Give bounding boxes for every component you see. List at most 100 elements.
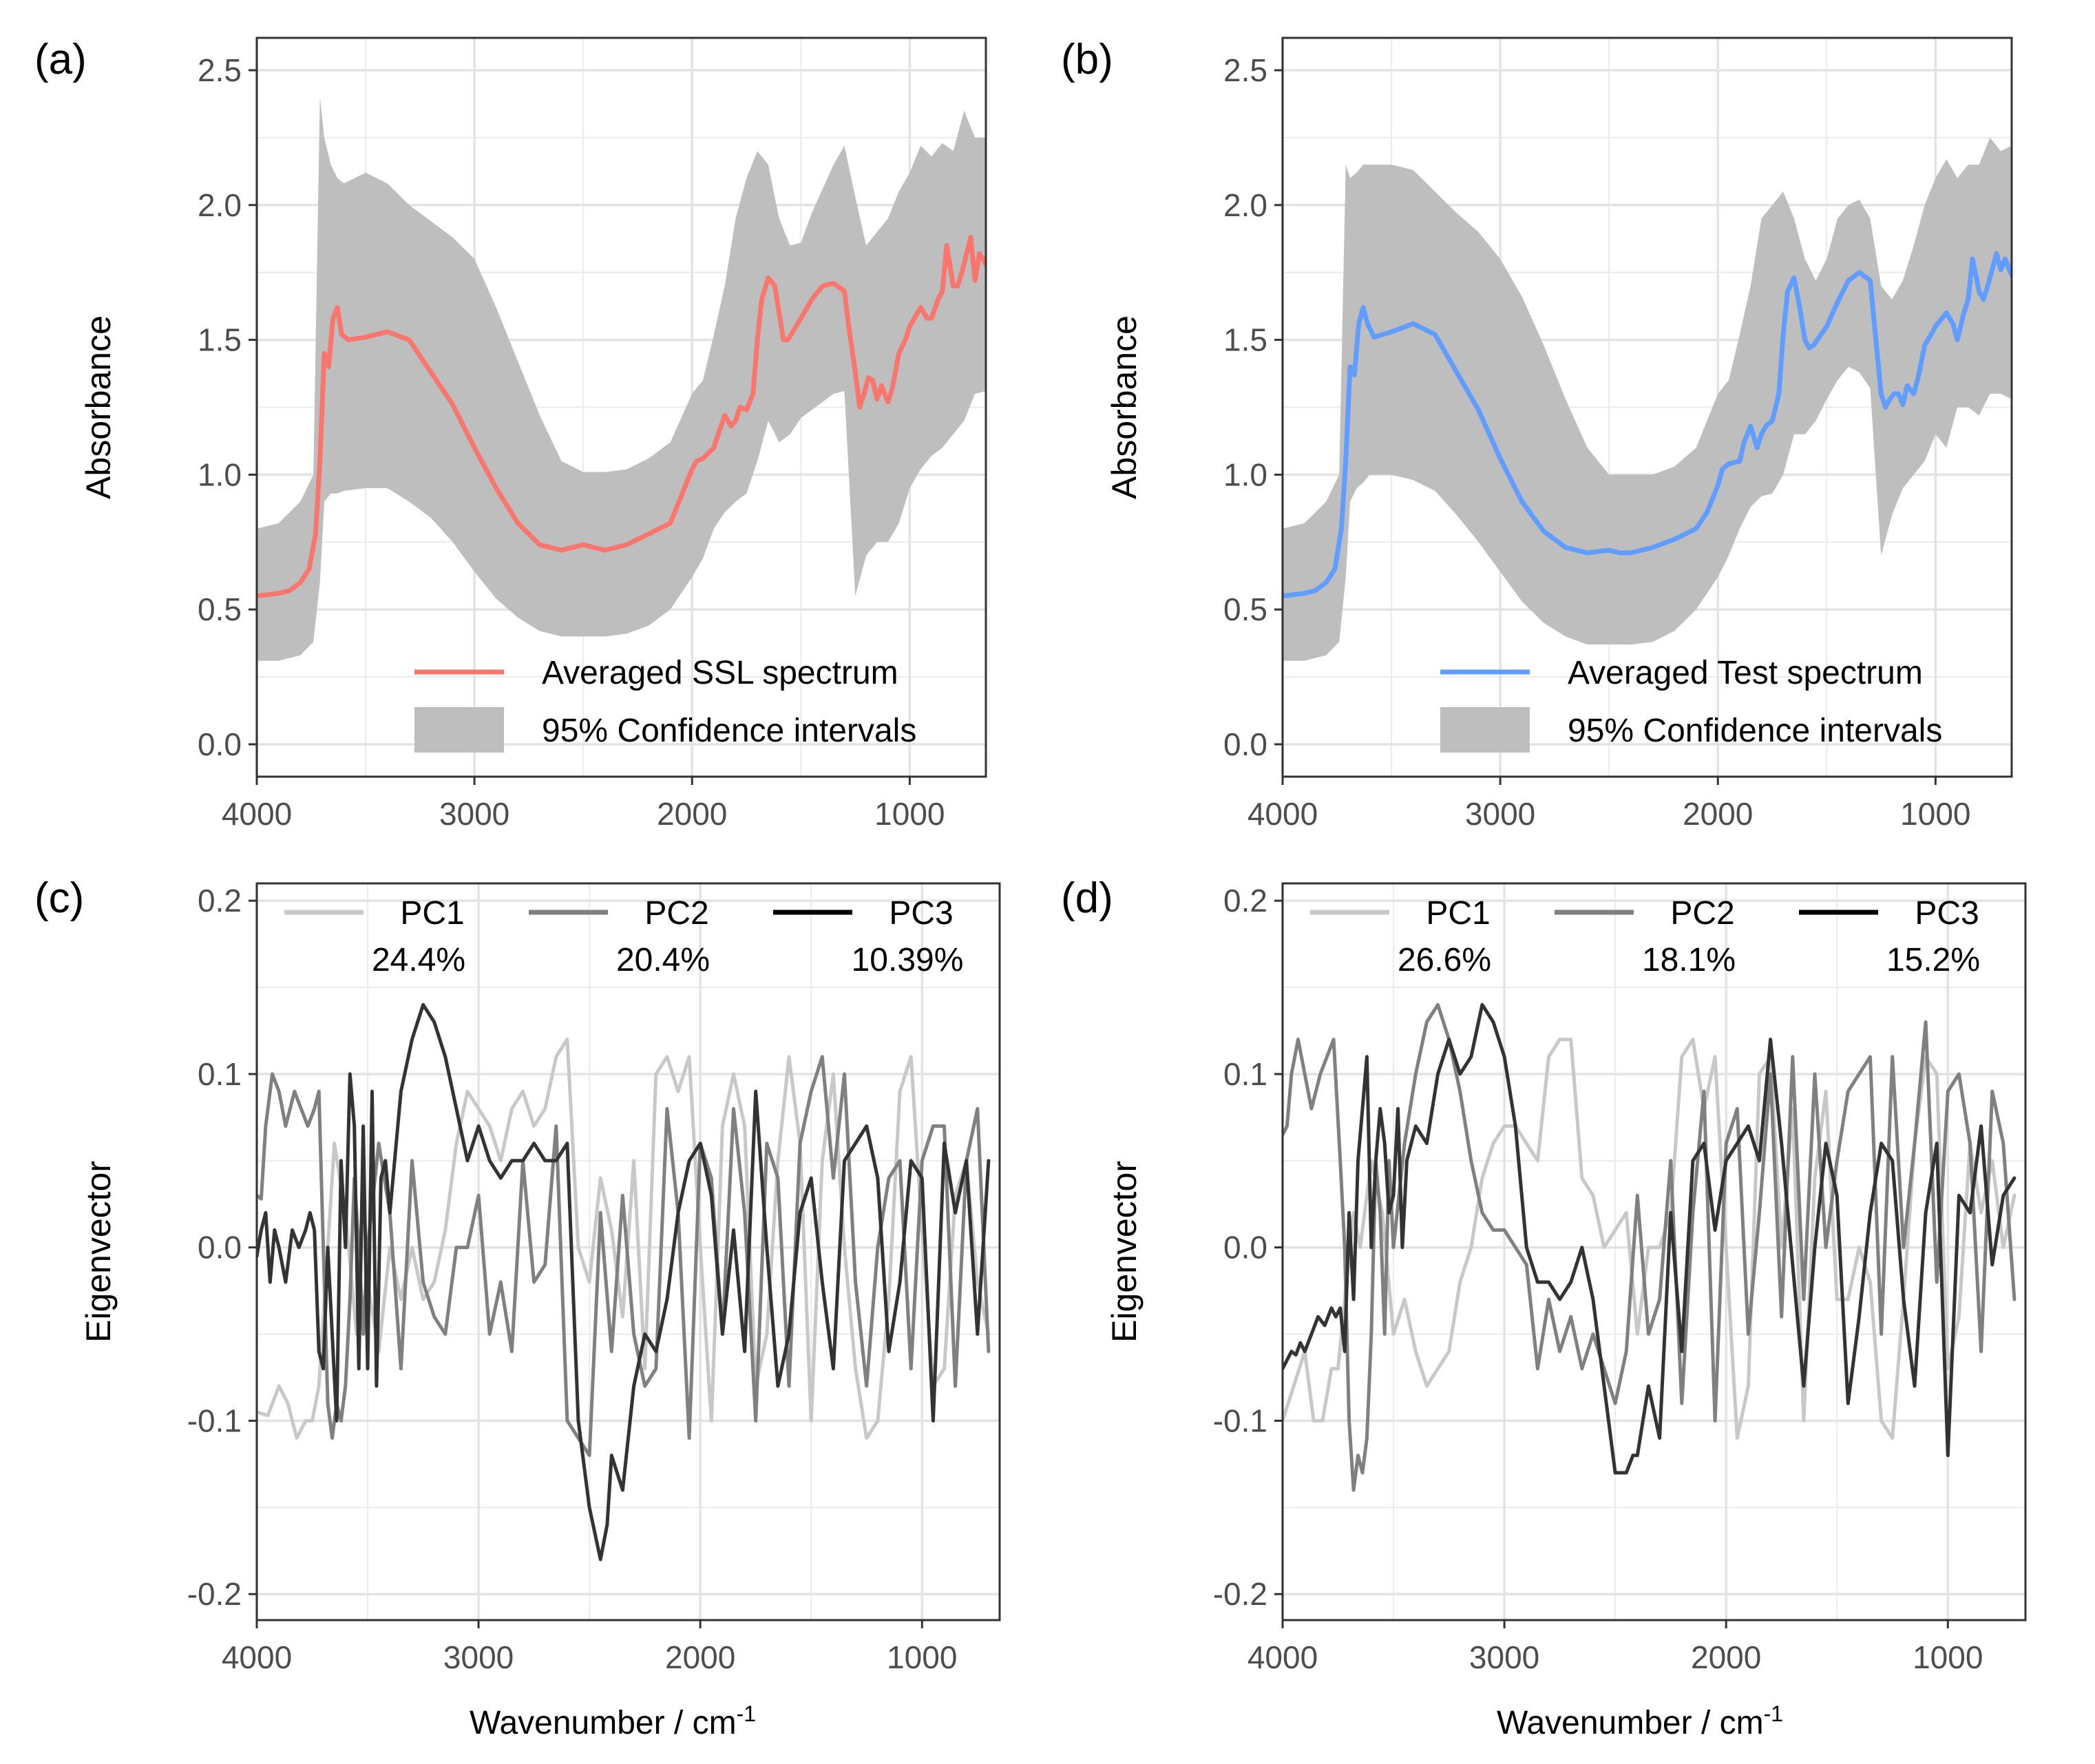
y-tick-label: 0.1 [1223, 1056, 1267, 1092]
legend-item: Averaged SSL spectrum [414, 655, 898, 691]
y-tick-label: 0.2 [198, 883, 242, 918]
legend-sublabel: 24.4% [372, 942, 465, 978]
panel-b: 0.0 0.5 1.0 1.5 2.0 2.5 4000 3000 2000 1000 Absorb… [1061, 36, 2013, 832]
data-layer [257, 97, 986, 661]
x-axis-title-right: Wavenumber / cm-1 [1497, 1701, 1783, 1741]
panel-border [255, 36, 987, 778]
legend-label: PC3 [889, 895, 953, 932]
panel-border [1281, 36, 2013, 778]
legend-item: PC1 24.4% [284, 895, 465, 978]
data-layer [257, 1002, 991, 1562]
legend-item: PC1 26.6% [1310, 895, 1491, 978]
legend-item: 95% Confidence intervals [1440, 707, 1942, 753]
series-line-averaged-ssl-spectrum [257, 235, 986, 599]
axis-ticks: -0.2 -0.1 0.0 0.1 0.2 4000 3000 2000 1000 [1213, 883, 1983, 1675]
y-tick-label: 2.0 [1223, 187, 1267, 223]
y-tick-label: 1.5 [198, 322, 242, 358]
y-tick-label: 0.0 [1223, 726, 1267, 762]
plot-area [1283, 883, 2025, 1620]
x-tick-label: 2000 [1691, 1639, 1761, 1675]
x-tick-label: 2000 [1683, 796, 1753, 832]
legend-label: 95% Confidence intervals [1568, 713, 1942, 749]
x-tick-label: 4000 [222, 1639, 292, 1675]
y-axis-title: Eigenvector [1105, 1161, 1144, 1343]
x-tick-label: 2000 [657, 796, 727, 832]
legend: PC1 26.6% PC2 18.1% PC3 15.2% [1310, 895, 1980, 978]
confidence-band [1283, 137, 2012, 661]
y-tick-label: 0.5 [198, 591, 242, 627]
panel-label: (d) [1061, 874, 1113, 922]
data-layer [1283, 1002, 2017, 1492]
y-tick-label: 2.5 [198, 52, 242, 88]
axis-ticks: 0.0 0.5 1.0 1.5 2.0 2.5 4000 3000 2000 1000 [198, 52, 945, 832]
y-axis-title: Absorbance [1105, 315, 1144, 499]
y-tick-label: 1.0 [198, 456, 242, 492]
legend-sublabel: 20.4% [616, 942, 710, 978]
confidence-band [257, 97, 986, 661]
y-tick-label: 1.0 [1223, 456, 1267, 492]
legend-item: 95% Confidence intervals [414, 707, 916, 753]
y-tick-label: 0.5 [1223, 591, 1267, 627]
legend-key-band [1440, 707, 1530, 753]
legend-label: Averaged Test spectrum [1568, 655, 1923, 691]
x-tick-label: 4000 [222, 796, 292, 832]
legend-label: PC3 [1915, 895, 1979, 932]
x-tick-label: 1000 [1900, 796, 1970, 832]
series-line-averaged-test-spectrum [1283, 251, 2012, 599]
legend-label: 95% Confidence intervals [542, 713, 916, 749]
x-tick-label: 1000 [887, 1639, 957, 1675]
x-tick-label: 1000 [874, 796, 945, 832]
legend-label: PC2 [644, 895, 708, 932]
x-tick-label: 4000 [1247, 1639, 1318, 1675]
y-tick-label: 0.0 [198, 1230, 242, 1266]
x-tick-label: 3000 [439, 796, 509, 832]
x-axis-title-left: Wavenumber / cm-1 [470, 1701, 756, 1741]
legend-item: Averaged Test spectrum [1440, 655, 1923, 691]
y-tick-label: -0.2 [187, 1576, 242, 1612]
legend-sublabel: 18.1% [1642, 942, 1736, 978]
legend-item: PC3 10.39% [773, 895, 963, 978]
panels: 0.0 0.5 1.0 1.5 2.0 2.5 4000 3000 2000 1000 Absorb… [34, 36, 2027, 1675]
x-tick-label: 2000 [665, 1639, 735, 1675]
panel-c: -0.2 -0.1 0.0 0.1 0.2 4000 3000 2000 1000 Eigenve… [34, 874, 1001, 1675]
series-line-pc3 [257, 1002, 991, 1562]
y-tick-label: 0.0 [198, 726, 242, 762]
legend-sublabel: 15.2% [1886, 942, 1980, 978]
legend-label: PC1 [1426, 895, 1490, 932]
data-layer [1283, 137, 2012, 661]
legend-label: PC1 [400, 895, 464, 932]
legend-key-band [414, 707, 504, 753]
series-line-pc2 [1283, 1002, 2017, 1492]
axis-ticks: -0.2 -0.1 0.0 0.1 0.2 4000 3000 2000 1000 [187, 883, 958, 1675]
legend-sublabel: 10.39% [852, 942, 964, 978]
y-tick-label: -0.2 [1213, 1576, 1267, 1612]
panel-label: (a) [34, 36, 87, 83]
y-tick-label: 0.2 [1223, 883, 1267, 918]
y-tick-label: 0.0 [1223, 1230, 1267, 1266]
y-tick-label: -0.1 [1213, 1403, 1267, 1438]
legend-item: PC2 18.1% [1555, 895, 1736, 978]
x-tick-label: 4000 [1247, 796, 1318, 832]
legend: Averaged Test spectrum 95% Confidence int… [1440, 655, 1942, 753]
legend: PC1 24.4% PC2 20.4% PC3 10.39% [284, 895, 963, 978]
panel-a: 0.0 0.5 1.0 1.5 2.0 2.5 4000 3000 2000 1000 Absorb… [34, 36, 987, 832]
series-line-pc3 [1283, 1002, 2017, 1475]
panel-border [255, 882, 1001, 1621]
legend-label: PC2 [1670, 895, 1734, 932]
y-tick-label: -0.1 [187, 1403, 242, 1438]
panel-d: -0.2 -0.1 0.0 0.1 0.2 4000 3000 2000 1000 Eigenve… [1061, 874, 2027, 1675]
panel-label: (b) [1061, 36, 1113, 83]
panel-label: (c) [34, 874, 84, 922]
y-axis-title: Eigenvector [79, 1161, 118, 1343]
legend: Averaged SSL spectrum 95% Confidence inte… [414, 655, 916, 753]
axis-ticks: 0.0 0.5 1.0 1.5 2.0 2.5 4000 3000 2000 1000 [1223, 52, 1970, 832]
series-line-pc2 [257, 1055, 991, 1458]
x-tick-label: 3000 [1465, 796, 1535, 832]
legend-sublabel: 26.6% [1398, 942, 1491, 978]
panel-border [1281, 882, 2027, 1621]
legend-item: PC3 15.2% [1799, 895, 1980, 978]
y-tick-label: 1.5 [1223, 322, 1267, 358]
y-tick-label: 2.0 [198, 187, 242, 223]
x-tick-label: 1000 [1913, 1639, 1983, 1675]
